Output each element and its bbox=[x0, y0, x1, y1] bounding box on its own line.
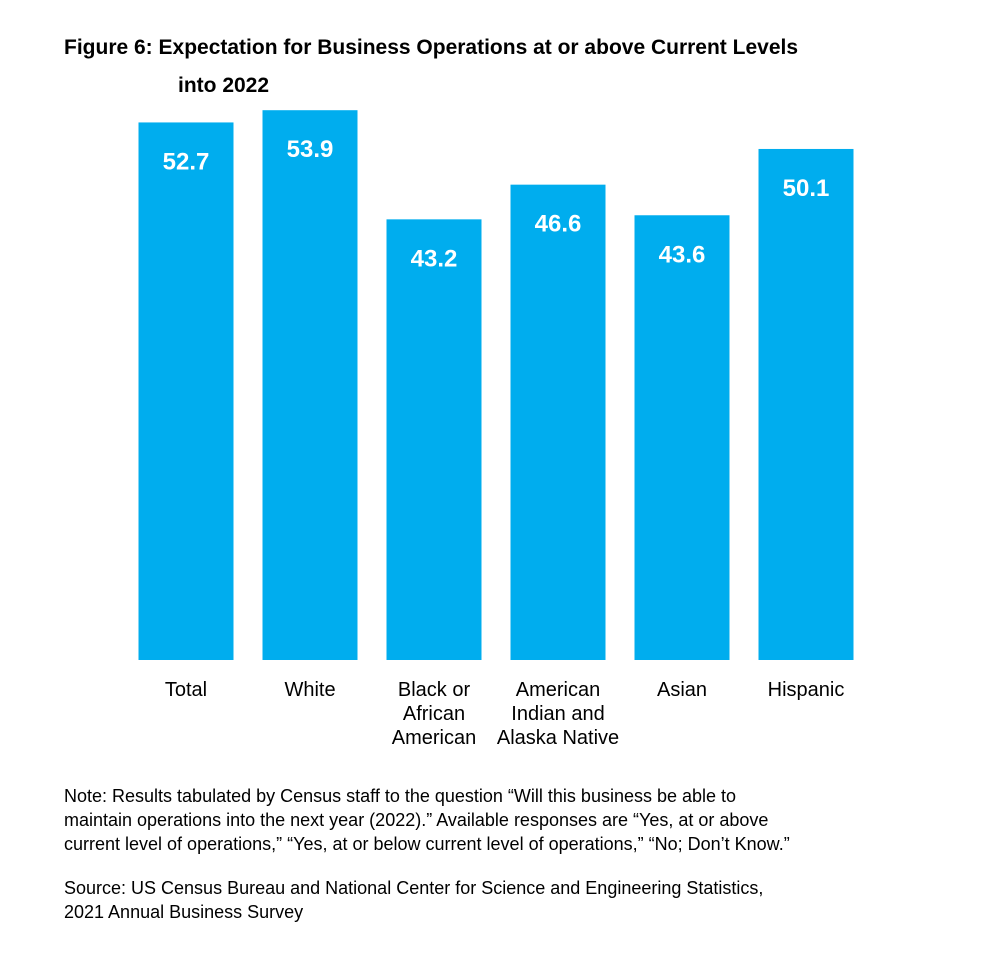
bar-value-label: 43.2 bbox=[411, 245, 458, 272]
bar bbox=[138, 122, 234, 661]
bar bbox=[510, 184, 606, 660]
category-label: American Indian and Alaska Native bbox=[497, 679, 619, 749]
note-line: maintain operations into the next year (… bbox=[64, 810, 769, 830]
category-label: Hispanic bbox=[768, 679, 845, 701]
bar-value-label: 52.7 bbox=[163, 148, 210, 175]
bar bbox=[262, 110, 358, 660]
chart-source: Source: US Census Bureau and National Ce… bbox=[64, 876, 944, 924]
bar-value-label: 43.6 bbox=[659, 241, 706, 268]
bar bbox=[634, 215, 730, 661]
category-label: Asian bbox=[657, 679, 707, 701]
note-line: current level of operations,” “Yes, at o… bbox=[64, 834, 790, 854]
bar-value-label: 50.1 bbox=[783, 175, 830, 202]
category-label: White bbox=[284, 679, 335, 701]
bar-value-label: 46.6 bbox=[535, 211, 582, 238]
bar bbox=[386, 219, 482, 660]
category-label: Black or African American bbox=[392, 679, 476, 749]
category-label: Total bbox=[165, 679, 207, 701]
chart-note: Note: Results tabulated by Census staff … bbox=[64, 784, 944, 856]
source-line: Source: US Census Bureau and National Ce… bbox=[64, 878, 764, 898]
bar-chart: 52.7 Total 53.9 White 43.2 Black or African Ame… bbox=[138, 110, 854, 749]
note-line: Note: Results tabulated by Census staff … bbox=[64, 786, 737, 806]
source-line: 2021 Annual Business Survey bbox=[64, 902, 304, 922]
chart-title: Figure 6: Expectation for Business Opera… bbox=[64, 36, 799, 59]
bar bbox=[758, 148, 854, 661]
chart-title-continued: into 2022 bbox=[178, 74, 270, 97]
bar-value-label: 53.9 bbox=[287, 136, 334, 163]
